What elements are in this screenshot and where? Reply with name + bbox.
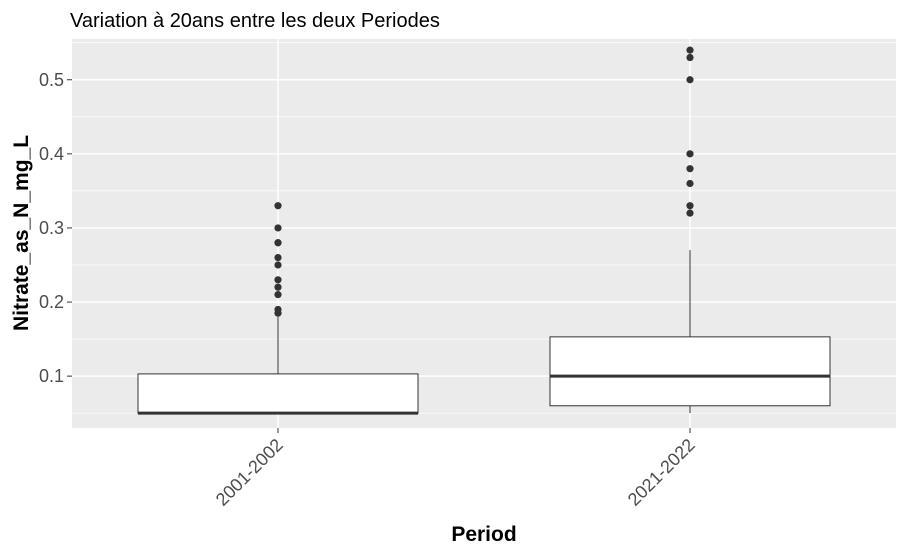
x-axis-title: Period (451, 523, 516, 546)
box-iqr (137, 373, 419, 414)
outlier-point (274, 224, 282, 232)
y-tick-label: 0.5 (39, 70, 64, 90)
outlier-point (274, 291, 282, 299)
box-group-2021-2022 (549, 46, 831, 414)
marks-layer (137, 46, 831, 415)
outlier-point (686, 76, 694, 84)
outlier-point (686, 165, 694, 173)
outlier-point (686, 209, 694, 217)
y-axis-title: Nitrate_as_N_mg_L (10, 135, 33, 331)
outlier-point (686, 53, 694, 62)
outlier-point (274, 202, 282, 210)
chart-title: Variation à 20ans entre les deux Periode… (70, 10, 440, 32)
outlier-point (274, 239, 282, 247)
outlier-point (274, 305, 282, 314)
x-tick-label: 2001-2002 (212, 435, 287, 510)
y-tick-label: 0.4 (39, 144, 64, 164)
outlier-point (274, 276, 282, 284)
outlier-point (686, 202, 694, 210)
y-tick-label: 0.3 (39, 218, 64, 238)
y-tick-label: 0.2 (39, 292, 64, 312)
y-tick-label: 0.1 (39, 366, 64, 386)
outlier-point (686, 179, 694, 188)
outlier-point (274, 253, 282, 262)
outlier-point (686, 46, 694, 54)
box-group-2001-2002 (137, 202, 419, 415)
outlier-point (686, 150, 694, 158)
x-tick-label: 2021-2022 (624, 435, 699, 510)
box-iqr (549, 336, 831, 407)
outlier-point (274, 261, 282, 269)
outlier-point (274, 283, 282, 291)
